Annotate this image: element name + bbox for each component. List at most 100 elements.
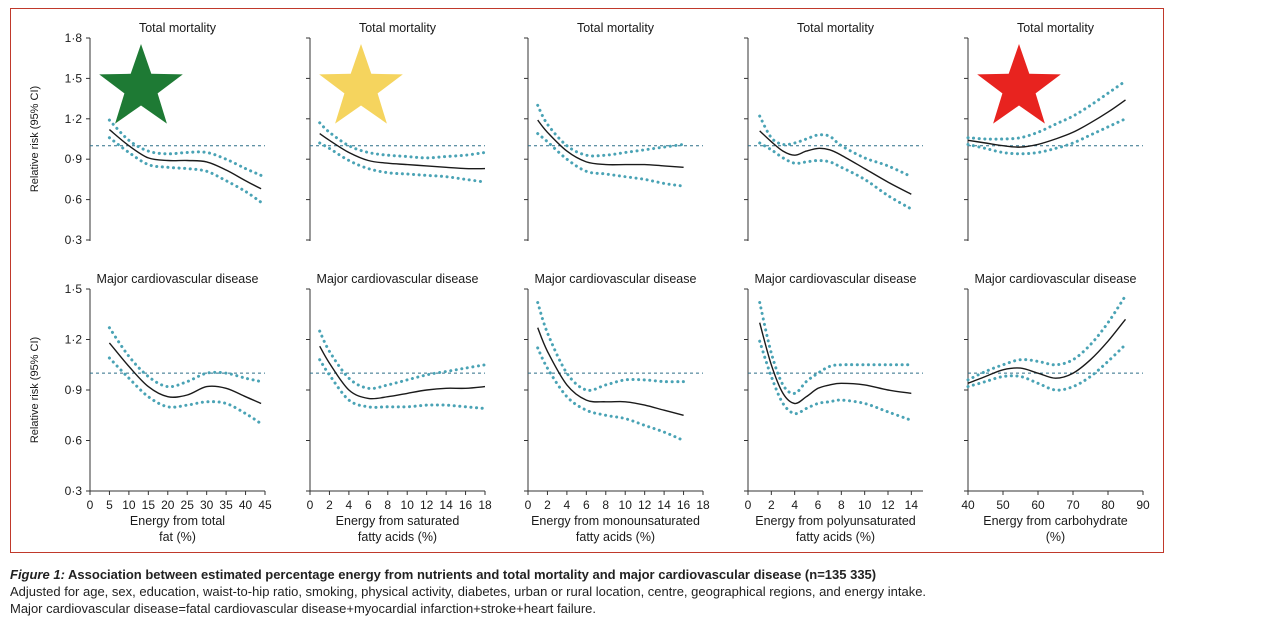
panel-title: Major cardiovascular disease bbox=[317, 272, 479, 286]
lower-ci-curve bbox=[318, 141, 487, 184]
panel-title: Total mortality bbox=[139, 21, 217, 35]
caption-title: Association between estimated percentage… bbox=[64, 567, 877, 582]
star-red-icon bbox=[977, 44, 1061, 124]
x-tick-label: 40 bbox=[239, 498, 253, 512]
panel-r1-c2: Major cardiovascular disease 0 2 4 6 8 10 12 14 1… bbox=[524, 272, 710, 544]
estimate-curve bbox=[537, 327, 684, 416]
x-tick-label: 5 bbox=[106, 498, 113, 512]
estimate-curve bbox=[759, 322, 912, 405]
x-tick-label: 14 bbox=[905, 498, 919, 512]
x-tick-label: 2 bbox=[768, 498, 775, 512]
panel-r0-c2: Total mortality bbox=[524, 21, 703, 241]
x-tick-label: 0 bbox=[307, 498, 314, 512]
panel-title: Major cardiovascular disease bbox=[755, 272, 917, 286]
x-tick-label: 10 bbox=[401, 498, 415, 512]
x-axis-label: fatty acids (%) bbox=[576, 530, 655, 544]
x-tick-label: 50 bbox=[996, 498, 1010, 512]
x-tick-label: 25 bbox=[181, 498, 195, 512]
x-axis-label: fat (%) bbox=[159, 530, 196, 544]
y-tick-label: 0·9 bbox=[65, 383, 83, 397]
x-tick-label: 12 bbox=[638, 498, 652, 512]
estimate-curve bbox=[967, 99, 1126, 148]
y-tick-label: 0·6 bbox=[65, 434, 83, 448]
x-tick-label: 6 bbox=[365, 498, 372, 512]
x-tick-label: 16 bbox=[459, 498, 473, 512]
x-tick-label: 16 bbox=[677, 498, 691, 512]
x-tick-label: 8 bbox=[384, 498, 391, 512]
x-axis-label: Energy from total bbox=[130, 514, 225, 528]
x-tick-label: 10 bbox=[619, 498, 633, 512]
panel-r0-c0: Total mortality 0·3 0·6 0·9 1·2 1·5 1·8 Relativ… bbox=[29, 21, 265, 247]
x-tick-label: 40 bbox=[961, 498, 975, 512]
lower-ci-curve bbox=[966, 117, 1127, 156]
x-tick-label: 4 bbox=[346, 498, 353, 512]
x-axis-label: (%) bbox=[1046, 530, 1065, 544]
x-axis-label: Energy from carbohydrate bbox=[983, 514, 1128, 528]
y-tick-label: 1·2 bbox=[65, 112, 83, 126]
estimate-curve bbox=[108, 129, 262, 190]
upper-ci-curve bbox=[966, 294, 1127, 382]
y-tick-label: 1·2 bbox=[65, 333, 83, 347]
lower-ci-curve bbox=[107, 356, 263, 426]
upper-ci-curve bbox=[318, 329, 487, 391]
panel-title: Total mortality bbox=[577, 21, 655, 35]
lower-ci-curve bbox=[966, 343, 1127, 392]
x-tick-label: 15 bbox=[142, 498, 156, 512]
panel-r1-c3: Major cardiovascular disease 0 2 4 6 8 10 12 14 E… bbox=[744, 272, 923, 544]
caption-adjustment-note: Adjusted for age, sex, education, waist-… bbox=[10, 584, 927, 599]
upper-ci-curve bbox=[758, 114, 913, 179]
x-tick-label: 35 bbox=[219, 498, 233, 512]
x-tick-label: 12 bbox=[420, 498, 434, 512]
x-tick-label: 18 bbox=[696, 498, 710, 512]
upper-ci-curve bbox=[966, 79, 1127, 141]
x-tick-label: 0 bbox=[87, 498, 94, 512]
y-axis-label: Relative risk (95% CI) bbox=[29, 337, 41, 443]
x-tick-label: 8 bbox=[838, 498, 845, 512]
x-tick-label: 18 bbox=[478, 498, 492, 512]
x-tick-label: 30 bbox=[200, 498, 214, 512]
y-axis-label: Relative risk (95% CI) bbox=[29, 86, 41, 192]
upper-ci-curve bbox=[536, 301, 686, 392]
x-axis-label: Energy from monounsaturated bbox=[531, 514, 700, 528]
upper-ci-curve bbox=[107, 118, 263, 177]
panel-title: Major cardiovascular disease bbox=[975, 272, 1137, 286]
upper-ci-curve bbox=[536, 103, 686, 158]
estimate-curve bbox=[759, 130, 912, 195]
panel-r1-c0: Major cardiovascular disease 0·3 0·6 0·9 1·2… bbox=[29, 272, 272, 544]
x-tick-label: 12 bbox=[881, 498, 895, 512]
x-tick-label: 90 bbox=[1136, 498, 1150, 512]
lower-ci-curve bbox=[536, 132, 686, 188]
panel-title: Major cardiovascular disease bbox=[97, 272, 259, 286]
estimate-curve bbox=[967, 318, 1127, 384]
lower-ci-curve bbox=[758, 339, 913, 422]
star-green-icon bbox=[99, 44, 183, 124]
panel-title: Total mortality bbox=[1017, 21, 1095, 35]
x-tick-label: 14 bbox=[657, 498, 671, 512]
x-tick-label: 60 bbox=[1031, 498, 1045, 512]
x-tick-label: 6 bbox=[583, 498, 590, 512]
lower-ci-curve bbox=[318, 358, 487, 410]
y-tick-label: 0·6 bbox=[65, 193, 83, 207]
x-axis-label: Energy from polyunsaturated bbox=[755, 514, 916, 528]
caption-lead: Figure 1: bbox=[10, 567, 65, 582]
y-tick-label: 0·9 bbox=[65, 152, 83, 166]
x-axis-label: Energy from saturated bbox=[336, 514, 460, 528]
x-tick-label: 2 bbox=[544, 498, 551, 512]
y-tick-label: 1·5 bbox=[65, 282, 83, 296]
panel-r0-c4: Total mortality bbox=[964, 21, 1143, 241]
x-tick-label: 45 bbox=[258, 498, 272, 512]
y-tick-label: 1·5 bbox=[65, 71, 83, 85]
star-yellow-icon bbox=[319, 44, 403, 124]
x-tick-label: 2 bbox=[326, 498, 333, 512]
lower-ci-curve bbox=[536, 346, 686, 442]
x-tick-label: 4 bbox=[791, 498, 798, 512]
upper-ci-curve bbox=[107, 326, 263, 389]
upper-ci-curve bbox=[758, 301, 913, 395]
lower-ci-curve bbox=[758, 141, 913, 211]
panel-r1-c4: Major cardiovascular disease 40 50 60 70 80 90… bbox=[961, 272, 1150, 544]
x-axis-label: fatty acids (%) bbox=[358, 530, 437, 544]
panel-title: Total mortality bbox=[359, 21, 437, 35]
x-tick-label: 10 bbox=[122, 498, 136, 512]
upper-ci-curve bbox=[318, 121, 487, 160]
estimate-curve bbox=[319, 133, 486, 170]
